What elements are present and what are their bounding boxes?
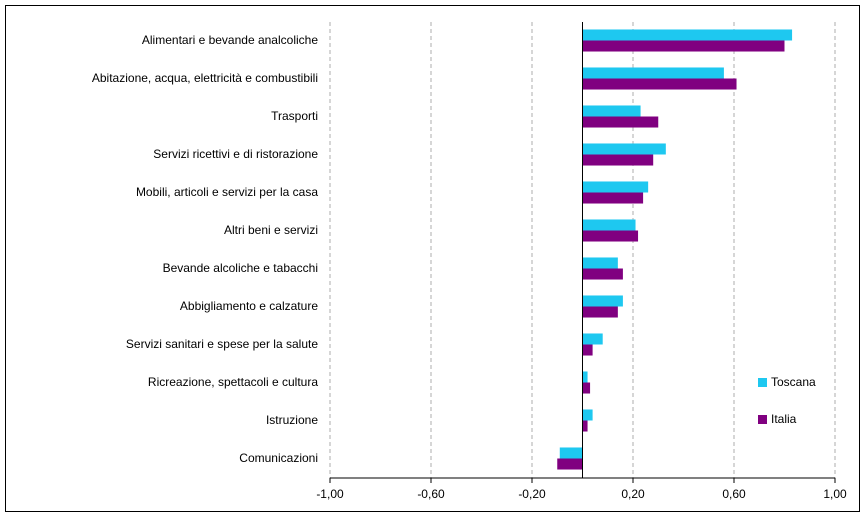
bar	[582, 29, 793, 41]
bar	[582, 344, 593, 356]
x-tick-label: -1,00	[316, 487, 344, 501]
bar	[582, 40, 785, 52]
bar	[582, 306, 618, 318]
y-tick-label: Istruzione	[266, 413, 318, 427]
bar	[582, 181, 649, 193]
bar	[582, 257, 618, 269]
legend-label: Toscana	[771, 375, 816, 389]
x-tick-label: -0,20	[518, 487, 546, 501]
bar	[559, 447, 583, 459]
bar	[582, 409, 593, 421]
bar	[582, 154, 654, 166]
x-tick-label: 0,20	[621, 487, 645, 501]
legend-label: Italia	[771, 412, 797, 426]
x-tick-label: -0,60	[417, 487, 445, 501]
y-tick-label: Abitazione, acqua, elettricità e combust…	[92, 71, 318, 85]
legend-swatch	[758, 378, 767, 387]
bar	[582, 371, 588, 383]
bar	[557, 458, 583, 470]
bar	[582, 420, 588, 432]
y-tick-label: Abbigliamento e calzature	[180, 299, 318, 313]
y-tick-label: Alimentari e bevande analcoliche	[142, 33, 318, 47]
y-tick-label: Trasporti	[271, 109, 318, 123]
y-tick-label: Mobili, articoli e servizi per la casa	[136, 185, 318, 199]
bar	[582, 192, 644, 204]
bar	[582, 333, 603, 345]
bar	[582, 105, 641, 117]
legend-swatch	[758, 415, 767, 424]
y-tick-label: Servizi sanitari e spese per la salute	[126, 337, 318, 351]
y-tick-label: Comunicazioni	[239, 451, 318, 465]
bar	[582, 67, 724, 79]
x-tick-label: 0,60	[722, 487, 746, 501]
bar	[582, 382, 591, 394]
bar	[582, 78, 737, 90]
chart-frame	[5, 5, 860, 512]
y-tick-label: Ricreazione, spettacoli e cultura	[148, 375, 318, 389]
y-tick-label: Bevande alcoliche e tabacchi	[163, 261, 318, 275]
x-tick-label: 1,00	[823, 487, 847, 501]
y-tick-label: Servizi ricettivi e di ristorazione	[153, 147, 318, 161]
bar	[582, 116, 659, 128]
y-tick-label: Altri beni e servizi	[224, 223, 318, 237]
bar	[582, 268, 623, 280]
bar	[582, 230, 639, 242]
bar	[582, 295, 623, 307]
bar	[582, 219, 636, 231]
bar	[582, 143, 666, 155]
